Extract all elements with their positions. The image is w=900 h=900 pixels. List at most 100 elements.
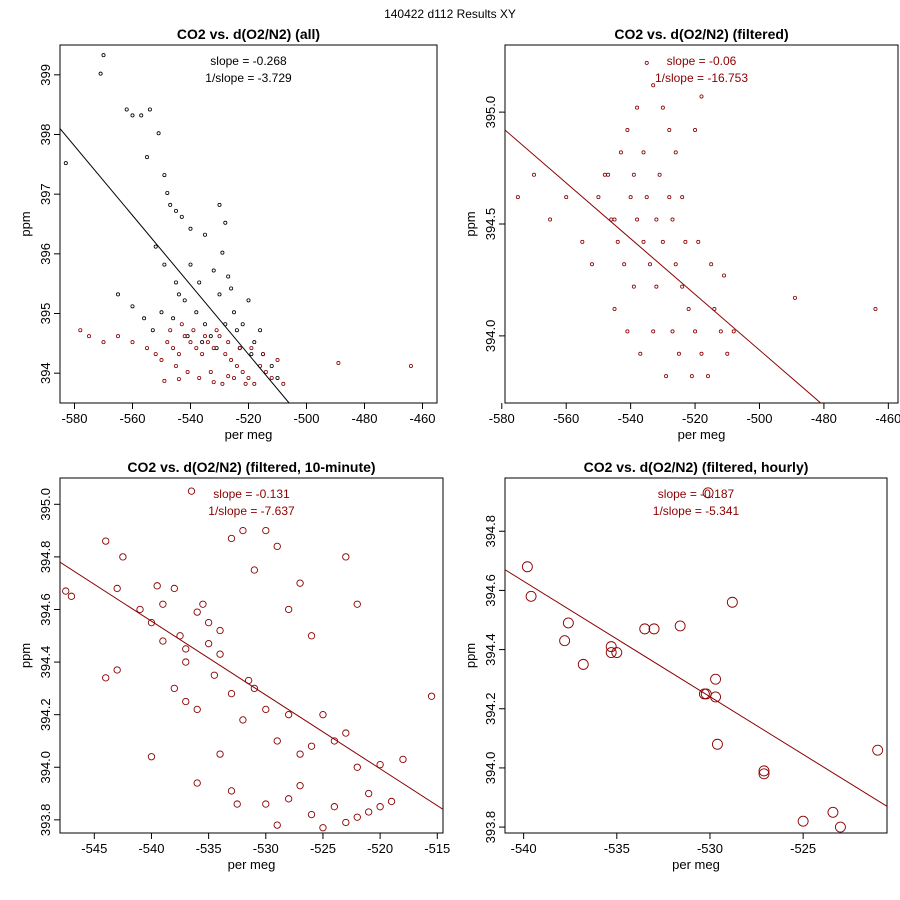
data-point [252, 340, 257, 345]
data-point [194, 346, 199, 351]
y-tick-label: 394.8 [483, 515, 498, 548]
x-tick-label: -560 [553, 411, 579, 426]
y-tick-label: 398 [38, 124, 53, 146]
scatter-points [515, 60, 878, 379]
x-tick-label: -530 [697, 841, 723, 856]
data-point [202, 232, 207, 237]
chart-title: CO2 vs. d(O2/N2) (filtered, 10-minute) [127, 459, 375, 475]
data-point [197, 375, 202, 380]
x-tick-label: -540 [138, 841, 164, 856]
data-point [872, 744, 884, 756]
data-point [674, 620, 686, 632]
data-point [648, 623, 660, 635]
data-point [144, 346, 149, 351]
x-axis-label: per meg [228, 857, 276, 872]
data-point [204, 618, 213, 627]
data-point [427, 692, 436, 700]
data-point [605, 641, 617, 653]
data-point [62, 587, 70, 595]
data-point [615, 239, 620, 244]
data-point [249, 346, 254, 351]
data-point [202, 334, 207, 339]
data-point [260, 352, 265, 357]
data-point [162, 173, 167, 178]
data-point [660, 239, 665, 244]
data-point [602, 172, 607, 177]
data-point [220, 250, 225, 255]
data-point [269, 364, 274, 369]
data-point [673, 150, 678, 155]
data-point [531, 172, 536, 177]
data-point [216, 650, 224, 658]
data-point [179, 322, 184, 327]
data-point [285, 711, 293, 719]
data-point [683, 239, 688, 244]
data-point [67, 592, 76, 600]
data-point [702, 487, 714, 499]
data-point [873, 307, 878, 312]
data-point [182, 658, 190, 666]
data-point [664, 374, 669, 379]
data-point [217, 202, 222, 207]
x-tick-label: -535 [604, 841, 630, 856]
data-point [173, 280, 178, 285]
x-tick-label: -580 [489, 411, 515, 426]
data-point [188, 226, 193, 231]
y-tick-label: 393.8 [483, 811, 498, 844]
data-point [718, 329, 723, 334]
data-point [101, 53, 106, 58]
data-point [680, 284, 685, 289]
data-point [113, 666, 121, 674]
data-point [188, 262, 193, 267]
data-point [644, 60, 649, 65]
data-point [699, 351, 704, 356]
data-point [168, 202, 173, 207]
x-tick-label: -525 [310, 841, 336, 856]
data-point [239, 716, 247, 724]
data-point [130, 340, 135, 345]
x-tick-label: -560 [119, 411, 145, 426]
data-point [250, 566, 259, 574]
plot-frame [504, 44, 899, 404]
data-point [139, 113, 144, 118]
data-point [635, 105, 640, 110]
data-point [622, 262, 627, 267]
data-point [559, 635, 571, 647]
data-point [660, 105, 665, 110]
plot-frame [59, 477, 444, 834]
data-point [353, 813, 361, 821]
data-point [705, 374, 710, 379]
data-point [525, 590, 537, 602]
data-point [193, 608, 201, 616]
chart-panel-3: CO2 vs. d(O2/N2) (filtered, 10-minute) -5… [18, 459, 450, 872]
data-point [606, 172, 611, 177]
data-point [689, 374, 694, 379]
data-point [156, 131, 161, 136]
data-point [240, 322, 245, 327]
data-point [202, 322, 207, 327]
data-point [246, 375, 251, 380]
y-tick-label: 395 [38, 303, 53, 325]
data-point [641, 239, 646, 244]
y-tick-label: 394.2 [483, 692, 498, 725]
plot-frame [59, 44, 438, 404]
scatter-points [521, 487, 884, 833]
data-point [726, 596, 738, 608]
regression-line [60, 561, 443, 810]
data-point [182, 298, 187, 303]
data-point [223, 220, 228, 225]
y-tick-label: 396 [38, 243, 53, 265]
data-point [296, 782, 304, 790]
data-point [625, 329, 630, 334]
x-tick-label: -480 [351, 411, 377, 426]
data-point [193, 705, 201, 714]
data-point [296, 750, 304, 758]
data-point [200, 352, 205, 357]
y-tick-label: 394.0 [483, 320, 498, 353]
data-point [285, 795, 293, 803]
data-point [116, 334, 121, 339]
slope-annotation: slope = -0.131 [213, 487, 290, 501]
x-tick-label: -520 [367, 841, 393, 856]
data-point [231, 310, 236, 315]
data-point [319, 824, 327, 832]
